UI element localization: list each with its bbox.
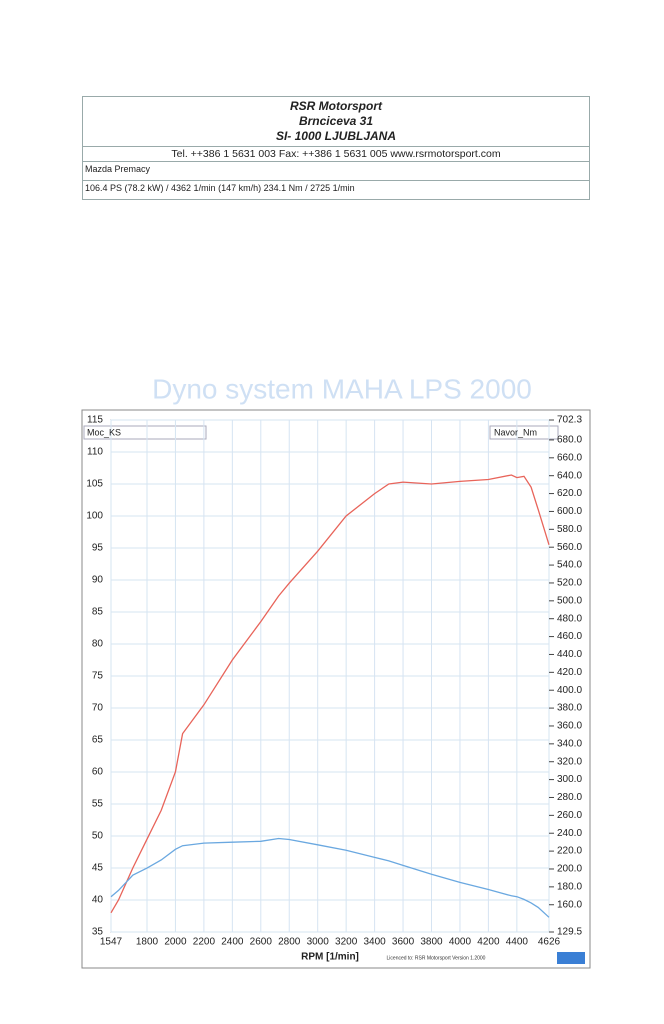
x-tick-label: 1800 <box>136 937 159 948</box>
y2-tick-label: 340.0 <box>557 738 582 749</box>
contact: Tel. ++386 1 5631 003 Fax: ++386 1 5631 … <box>83 147 589 162</box>
footnote: Licenced to: RSR Motorsport Version 1.20… <box>387 955 486 961</box>
y-tick-label: 75 <box>92 671 104 682</box>
y-tick-label: 55 <box>92 799 104 810</box>
chart-title: Dyno system MAHA LPS 2000 <box>152 373 532 404</box>
legend-label: Navor_Nm <box>494 427 537 437</box>
header-top: RSR Motorsport Brnciceva 31 SI- 1000 LJU… <box>83 97 589 147</box>
badge <box>557 952 585 964</box>
y-tick-label: 110 <box>87 447 103 458</box>
x-tick-label: 3600 <box>392 937 415 948</box>
y2-tick-label: 480.0 <box>557 613 582 624</box>
y2-tick-label: 220.0 <box>557 846 582 857</box>
x-axis-label: RPM [1/min] <box>301 952 359 963</box>
x-tick-label: 2800 <box>278 937 301 948</box>
y2-tick-label: 580.0 <box>557 524 582 535</box>
y2-tick-label: 280.0 <box>557 792 582 803</box>
y-tick-label: 80 <box>92 639 104 650</box>
x-tick-label: 2600 <box>250 937 273 948</box>
y-tick-label: 35 <box>92 927 104 938</box>
company: RSR Motorsport <box>290 99 382 113</box>
legend-label: Moc_KS <box>87 427 121 437</box>
vehicle: Mazda Premacy <box>83 162 589 181</box>
x-tick-label: 4200 <box>477 937 500 948</box>
y2-tick-label: 320.0 <box>557 756 582 767</box>
y-tick-label: 105 <box>86 479 103 490</box>
y2-tick-label: 260.0 <box>557 810 582 821</box>
y2-tick-label: 160.0 <box>557 899 582 910</box>
header: RSR Motorsport Brnciceva 31 SI- 1000 LJU… <box>82 96 590 200</box>
chart-frame <box>81 409 591 969</box>
x-tick-label: 3000 <box>307 937 330 948</box>
y2-tick-label: 660.0 <box>557 452 582 463</box>
x-tick-label: 3800 <box>420 937 443 948</box>
y2-tick-label: 680.0 <box>557 435 582 446</box>
y-tick-label: 100 <box>86 511 103 522</box>
y-tick-label: 70 <box>92 703 104 714</box>
x-tick-label: 4400 <box>506 937 529 948</box>
y2-tick-label: 540.0 <box>557 560 582 571</box>
x-tick-label: 4000 <box>449 937 472 948</box>
address: Brnciceva 31 <box>298 114 374 128</box>
y2-tick-label: 129.5 <box>557 927 582 938</box>
x-tick-label: 1547 <box>100 937 123 948</box>
legend-right <box>489 425 559 440</box>
y-tick-label: 65 <box>92 735 104 746</box>
y2-tick-label: 360.0 <box>557 721 582 732</box>
x-tick-label: 3400 <box>363 937 386 948</box>
y2-tick-label: 300.0 <box>557 774 582 785</box>
y2-tick-label: 200.0 <box>557 864 582 875</box>
summary: 106.4 PS (78.2 kW) / 4362 1/min (147 km/… <box>85 183 355 193</box>
y2-tick-label: 702.3 <box>557 415 582 426</box>
y-tick-label: 85 <box>92 607 104 618</box>
series-line <box>110 474 550 914</box>
y2-tick-label: 560.0 <box>557 542 582 553</box>
y2-tick-label: 600.0 <box>557 506 582 517</box>
y2-tick-label: 240.0 <box>557 828 582 839</box>
y2-tick-label: 180.0 <box>557 882 582 893</box>
x-tick-label: 2200 <box>193 937 216 948</box>
x-tick-label: 4626 <box>538 937 561 948</box>
y2-tick-label: 640.0 <box>557 470 582 481</box>
y2-tick-label: 500.0 <box>557 595 582 606</box>
y2-tick-label: 420.0 <box>557 667 582 678</box>
series-line <box>110 837 550 918</box>
y2-tick-label: 440.0 <box>557 649 582 660</box>
x-tick-label: 2400 <box>221 937 244 948</box>
x-tick-label: 2000 <box>164 937 187 948</box>
y-tick-label: 60 <box>92 767 104 778</box>
y-tick-label: 95 <box>92 543 104 554</box>
x-tick-label: 3200 <box>335 937 358 948</box>
y-tick-label: 40 <box>92 895 104 906</box>
y-tick-label: 50 <box>92 831 104 842</box>
y2-tick-label: 520.0 <box>557 578 582 589</box>
y2-tick-label: 620.0 <box>557 488 582 499</box>
y2-tick-label: 460.0 <box>557 631 582 642</box>
city: SI- 1000 LJUBLJANA <box>275 129 397 143</box>
y-tick-label: 115 <box>87 415 103 426</box>
y-tick-label: 45 <box>92 863 104 874</box>
y2-tick-label: 400.0 <box>557 685 582 696</box>
y-tick-label: 90 <box>92 575 104 586</box>
y2-tick-label: 380.0 <box>557 703 582 714</box>
